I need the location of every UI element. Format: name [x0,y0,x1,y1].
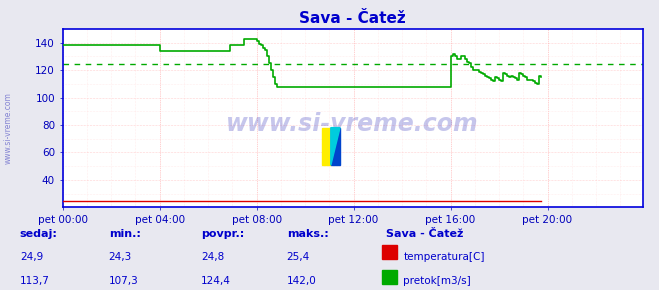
Text: Sava - Čatež: Sava - Čatež [386,229,463,238]
Text: www.si-vreme.com: www.si-vreme.com [226,112,479,135]
Text: maks.:: maks.: [287,229,328,238]
Text: 24,3: 24,3 [109,251,132,262]
Text: temperatura[C]: temperatura[C] [403,251,485,262]
Bar [382,270,397,284]
Text: 24,9: 24,9 [20,251,43,262]
Bar [382,245,397,259]
Title: Sava - Čatež: Sava - Čatež [299,11,406,26]
Text: pretok[m3/s]: pretok[m3/s] [403,276,471,286]
Text: 24,8: 24,8 [201,251,224,262]
Text: 124,4: 124,4 [201,276,231,286]
Text: povpr.:: povpr.: [201,229,244,238]
Text: min.:: min.: [109,229,140,238]
Text: www.si-vreme.com: www.si-vreme.com [3,92,13,164]
Text: 25,4: 25,4 [287,251,310,262]
Text: sedaj:: sedaj: [20,229,57,238]
Text: 107,3: 107,3 [109,276,138,286]
Text: 113,7: 113,7 [20,276,49,286]
Text: 142,0: 142,0 [287,276,316,286]
